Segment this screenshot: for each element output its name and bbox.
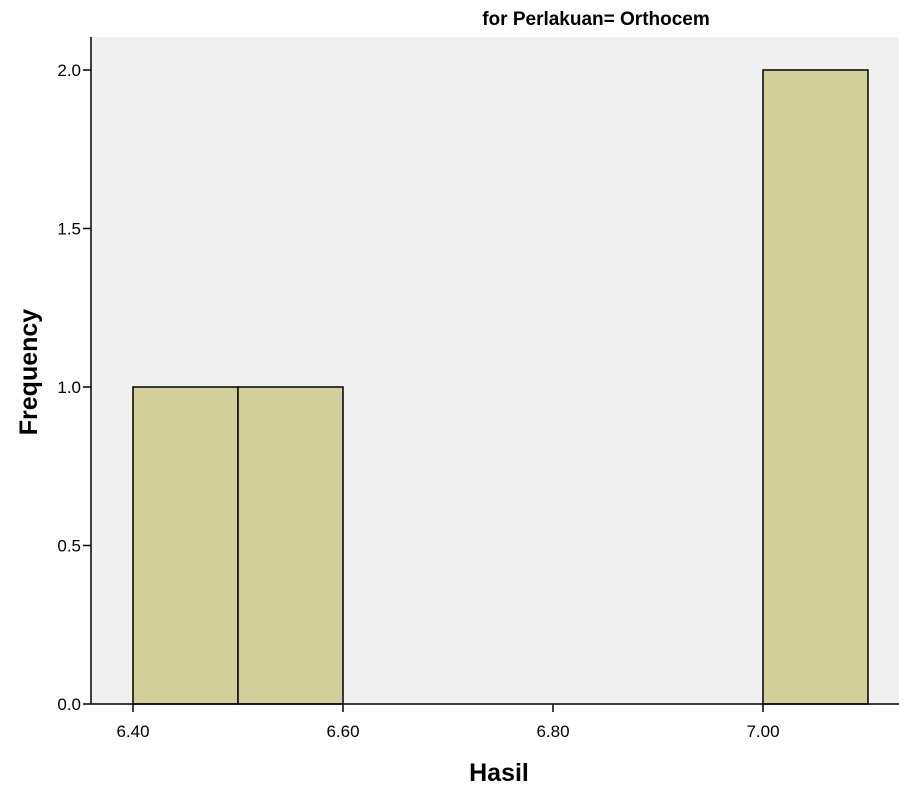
x-axis-title: Hasil xyxy=(469,759,529,787)
y-tick-label: 1.0 xyxy=(57,378,81,397)
y-tick-label: 0.5 xyxy=(57,537,81,556)
y-tick-label: 0.0 xyxy=(57,695,81,714)
y-tick-label: 2.0 xyxy=(57,61,81,80)
y-ticks-group: 0.0 0.5 1.0 1.5 2.0 xyxy=(57,61,91,714)
chart-title: for Perlakuan= Orthocem xyxy=(482,9,710,30)
bars-group xyxy=(132,69,869,705)
x-tick-label: 7.00 xyxy=(746,722,779,741)
histogram-bar-2 xyxy=(237,386,344,705)
histogram-bar-1 xyxy=(132,386,239,705)
histogram-bar-3 xyxy=(762,69,869,705)
x-tick-label: 6.60 xyxy=(326,722,359,741)
x-ticks-group: 6.40 6.60 6.80 7.00 xyxy=(116,704,780,741)
y-axis-title: Frequency xyxy=(15,309,43,436)
y-tick-label: 1.5 xyxy=(57,220,81,239)
x-tick-label: 6.80 xyxy=(536,722,569,741)
x-tick-label: 6.40 xyxy=(116,722,149,741)
